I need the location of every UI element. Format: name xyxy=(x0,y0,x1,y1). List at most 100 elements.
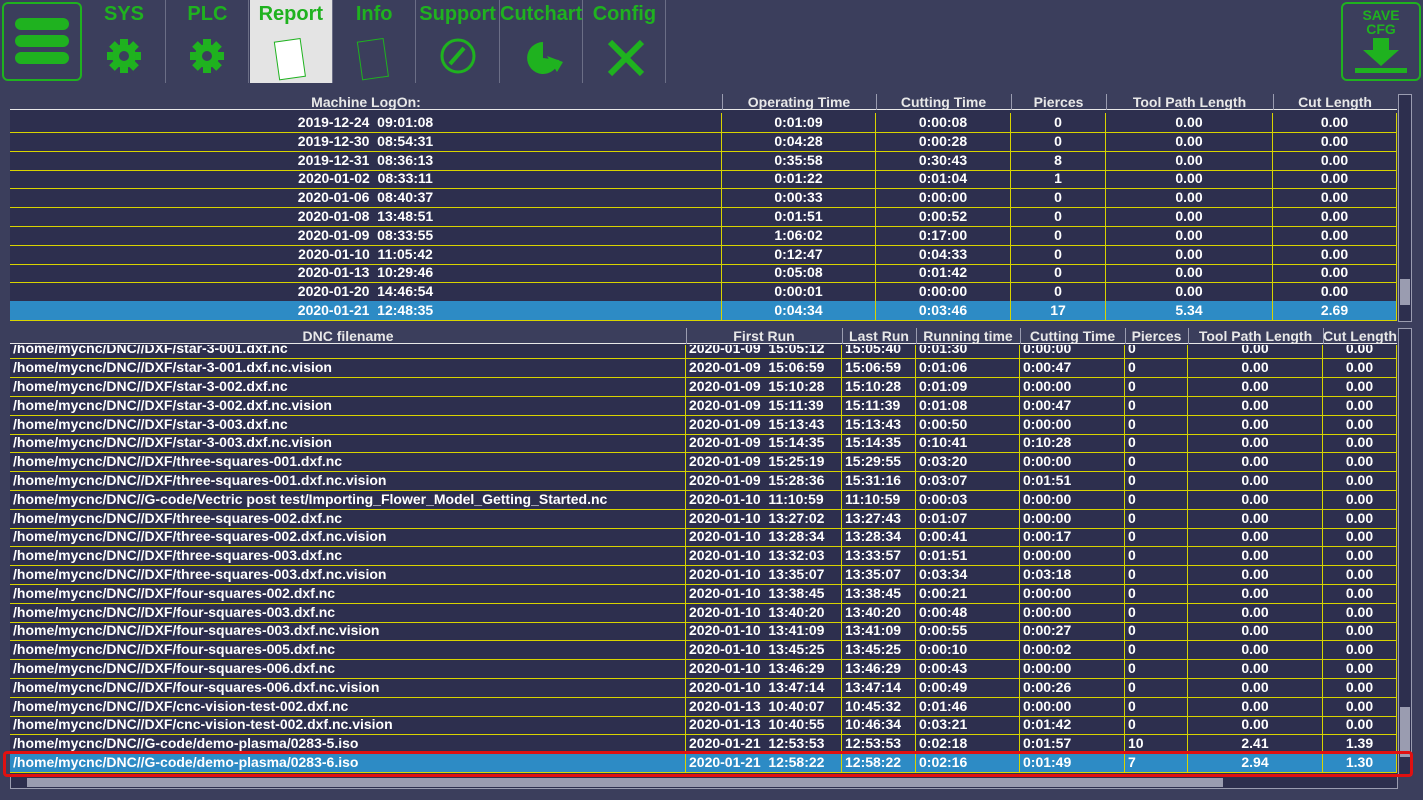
table-cell: 0:00:00 xyxy=(1020,414,1125,434)
column-header[interactable]: Machine LogOn: xyxy=(10,94,723,110)
table-row[interactable]: /home/mycnc/DNC//DXF/four-squares-003.dx… xyxy=(10,602,1397,623)
table-cell: 1.30 xyxy=(1323,753,1397,772)
table-cell: 13:45:25 xyxy=(842,640,916,660)
column-header[interactable]: Running time xyxy=(916,328,1021,344)
tab[interactable]: Cutchart xyxy=(500,0,583,83)
column-header[interactable]: Pierces xyxy=(1125,328,1189,344)
table-cell: 0.00 xyxy=(1188,565,1323,584)
table-cell: 0.00 xyxy=(1188,508,1323,528)
table-cell: 0:03:34 xyxy=(916,565,1020,584)
table-row[interactable]: 2019-12-31 08:36:13 0:35:58 0:30:43 8 0.00 0.… xyxy=(10,150,1397,171)
dnc-table: /home/mycnc/DNC//DXF/star-3-001.dxf.nc 20… xyxy=(10,328,1397,775)
column-header[interactable]: Cut Length xyxy=(1273,94,1397,110)
table-row[interactable]: /home/mycnc/DNC//DXF/star-3-002.dxf.nc.v… xyxy=(10,395,1397,416)
table-row[interactable]: /home/mycnc/DNC//DXF/cnc-vision-test-002… xyxy=(10,696,1397,717)
table-row[interactable]: /home/mycnc/DNC//DXF/star-3-003.dxf.nc 20… xyxy=(10,414,1397,435)
table-row[interactable]: /home/mycnc/DNC//DXF/star-3-003.dxf.nc.v… xyxy=(10,433,1397,454)
column-header[interactable]: First Run xyxy=(686,328,843,344)
table-cell: 0 xyxy=(1011,207,1106,226)
table-cell: 0:00:41 xyxy=(916,527,1020,547)
table-cell: 2020-01-10 13:32:03 xyxy=(686,546,842,566)
table-row[interactable]: 2020-01-10 11:05:42 0:12:47 0:04:33 0 0.00 0.… xyxy=(10,244,1397,265)
table-cell: 0.00 xyxy=(1188,471,1323,490)
table-row[interactable]: 2019-12-24 09:01:08 0:01:09 0:00:08 0 0.00 0.… xyxy=(10,113,1397,133)
column-header[interactable]: Tool Path Length xyxy=(1106,94,1274,110)
table-row[interactable]: 2020-01-09 08:33:55 1:06:02 0:17:00 0 0.00 0.… xyxy=(10,225,1397,246)
table-row[interactable]: 2020-01-13 10:29:46 0:05:08 0:01:42 0 0.00 0.… xyxy=(10,263,1397,284)
table-row[interactable]: 2020-01-08 13:48:51 0:01:51 0:00:52 0 0.00 0.… xyxy=(10,207,1397,227)
table-row[interactable]: /home/mycnc/DNC//G-code/demo-plasma/0283… xyxy=(10,753,1397,773)
table-cell: /home/mycnc/DNC//DXF/three-squares-001.d… xyxy=(10,452,686,472)
table-row[interactable]: /home/mycnc/DNC//DXF/four-squares-006.dx… xyxy=(10,677,1397,698)
table-row[interactable]: /home/mycnc/DNC//DXF/three-squares-001.d… xyxy=(10,452,1397,473)
table-row[interactable]: /home/mycnc/DNC//DXF/four-squares-005.dx… xyxy=(10,640,1397,661)
table-cell: 2020-01-20 14:46:54 xyxy=(10,282,722,302)
column-header[interactable]: Cutting Time xyxy=(876,94,1012,110)
table-cell: 2020-01-09 15:25:19 xyxy=(686,452,842,472)
table-cell: 2.94 xyxy=(1188,753,1323,772)
table-row[interactable]: /home/mycnc/DNC//DXF/three-squares-003.d… xyxy=(10,565,1397,585)
menu-button[interactable] xyxy=(2,2,82,81)
table-cell: /home/mycnc/DNC//DXF/star-3-003.dxf.nc.v… xyxy=(10,433,686,453)
table-cell: 0.00 xyxy=(1323,395,1397,415)
table-cell: 0.00 xyxy=(1273,113,1397,132)
tab[interactable]: Config xyxy=(583,0,667,83)
table-cell: 13:38:45 xyxy=(842,583,916,603)
table-row[interactable]: /home/mycnc/DNC//DXF/star-3-001.dxf.nc.v… xyxy=(10,358,1397,379)
table-row[interactable]: /home/mycnc/DNC//DXF/star-3-002.dxf.nc 20… xyxy=(10,377,1397,397)
column-header[interactable]: Operating Time xyxy=(722,94,877,110)
table-cell: 0 xyxy=(1125,377,1188,396)
table-row[interactable]: /home/mycnc/DNC//G-code/Vectric post tes… xyxy=(10,489,1397,510)
table-cell: 0:00:00 xyxy=(1020,696,1125,716)
table-row[interactable]: 2020-01-20 14:46:54 0:00:01 0:00:00 0 0.00 0.… xyxy=(10,282,1397,303)
table-cell: /home/mycnc/DNC//DXF/four-squares-003.dx… xyxy=(10,602,686,622)
tab[interactable]: Info xyxy=(333,0,417,83)
table-cell: 0 xyxy=(1125,433,1188,453)
dnc-scrollbar[interactable] xyxy=(1398,328,1412,776)
table-cell: 0 xyxy=(1125,659,1188,678)
table-cell: 0.00 xyxy=(1188,527,1323,547)
column-header[interactable]: Tool Path Length xyxy=(1188,328,1324,344)
table-row[interactable]: 2019-12-30 08:54:31 0:04:28 0:00:28 0 0.00 0.… xyxy=(10,131,1397,152)
table-row[interactable]: 2020-01-02 08:33:11 0:01:22 0:01:04 1 0.00 0.… xyxy=(10,169,1397,190)
table-cell: 0:02:18 xyxy=(916,734,1020,754)
column-header[interactable]: Cutting Time xyxy=(1020,328,1126,344)
table-cell: 0:00:00 xyxy=(876,188,1011,208)
table-cell: 2020-01-10 11:05:42 xyxy=(10,244,722,264)
table-row[interactable]: /home/mycnc/DNC//DXF/three-squares-002.d… xyxy=(10,527,1397,548)
table-row[interactable]: 2020-01-21 12:48:35 0:04:34 0:03:46 17 5.34 2… xyxy=(10,301,1397,321)
column-header[interactable]: Last Run xyxy=(842,328,917,344)
table-row[interactable]: /home/mycnc/DNC//DXF/three-squares-001.d… xyxy=(10,471,1397,491)
logon-scrollbar[interactable] xyxy=(1398,94,1412,322)
table-cell: 2020-01-09 15:11:39 xyxy=(686,395,842,415)
tab[interactable]: Support xyxy=(417,0,500,83)
table-row[interactable]: /home/mycnc/DNC//DXF/three-squares-002.d… xyxy=(10,508,1397,529)
table-row[interactable]: /home/mycnc/DNC//DXF/cnc-vision-test-002… xyxy=(10,715,1397,736)
tab[interactable]: PLC xyxy=(166,0,250,83)
table-row[interactable]: 2020-01-06 08:40:37 0:00:33 0:00:00 0 0.00 0.… xyxy=(10,188,1397,209)
table-row[interactable]: /home/mycnc/DNC//DXF/four-squares-006.dx… xyxy=(10,659,1397,679)
scroll-thumb xyxy=(1400,707,1410,757)
table-cell: 0:00:03 xyxy=(916,489,1020,509)
table-row[interactable]: /home/mycnc/DNC//DXF/star-3-001.dxf.nc 20… xyxy=(10,345,1397,360)
table-cell: 0 xyxy=(1125,489,1188,509)
table-row[interactable]: /home/mycnc/DNC//DXF/four-squares-003.dx… xyxy=(10,621,1397,642)
column-header[interactable]: DNC filename xyxy=(10,328,687,344)
table-cell: 0.00 xyxy=(1188,715,1323,735)
table-cell: 2020-01-09 15:13:43 xyxy=(686,414,842,434)
table-row[interactable]: /home/mycnc/DNC//DXF/three-squares-003.d… xyxy=(10,546,1397,567)
table-cell: 0:00:21 xyxy=(916,583,1020,603)
column-header[interactable]: Pierces xyxy=(1011,94,1107,110)
tab[interactable]: SYS xyxy=(83,0,166,83)
selection-outline xyxy=(3,751,1413,777)
table-cell: 0:00:48 xyxy=(916,602,1020,622)
table-cell: 0 xyxy=(1125,508,1188,528)
tab[interactable]: Report xyxy=(249,0,333,83)
column-header[interactable]: Cut Length xyxy=(1323,328,1397,344)
table-cell: /home/mycnc/DNC//DXF/three-squares-001.d… xyxy=(10,471,686,490)
table-cell: 0.00 xyxy=(1323,377,1397,396)
table-row[interactable]: /home/mycnc/DNC//DXF/four-squares-002.dx… xyxy=(10,583,1397,604)
save-cfg-button[interactable]: SAVE CFG xyxy=(1341,2,1421,81)
dnc-hscrollbar[interactable] xyxy=(10,776,1398,789)
